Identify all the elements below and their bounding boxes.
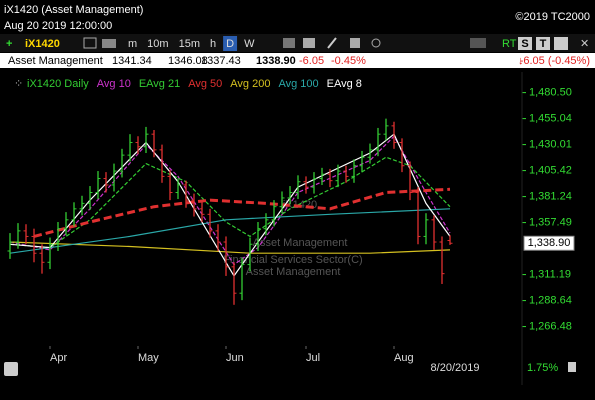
x-tick-label: Apr: [50, 352, 67, 364]
s-button-bg[interactable]: [518, 37, 532, 50]
grid-step: 1.75%: [527, 362, 558, 374]
quote-name: Asset Management: [8, 55, 103, 67]
y-tick-label: 1,430.01: [529, 139, 572, 151]
table-icon[interactable]: [303, 38, 315, 48]
y-tick-label: 1,455.04: [529, 113, 572, 125]
interval-button[interactable]: 10m: [147, 38, 168, 50]
interval-button[interactable]: h: [210, 38, 216, 50]
y-tick-label: 1,311.19: [529, 268, 571, 280]
y-tick-label: 1,405.42: [529, 164, 572, 176]
t-button-bg[interactable]: [536, 37, 550, 50]
list-icon[interactable]: [83, 37, 97, 49]
y-tick-label: 1,266.48: [529, 320, 572, 332]
down-arrow: ↓: [518, 55, 524, 67]
close-button[interactable]: ✕: [580, 38, 589, 50]
legend-entry[interactable]: Avg 200: [230, 78, 270, 90]
interval-button[interactable]: W: [244, 38, 255, 50]
add-button[interactable]: +: [6, 38, 12, 50]
share-icon[interactable]: [371, 38, 381, 48]
sync-icon[interactable]: [4, 362, 18, 376]
menu-button[interactable]: [554, 37, 568, 50]
scale-button[interactable]: [568, 362, 576, 372]
t-button[interactable]: T: [540, 38, 547, 50]
pen-icon[interactable]: [327, 37, 337, 49]
y-tick-label: 1,381.24: [529, 191, 572, 203]
quote-right-change: -6.05 (-0.45%): [520, 55, 590, 67]
moving-average-line: [9, 208, 451, 254]
watermark-name: Asset Management: [253, 237, 348, 249]
quote-change-pct: -0.45%: [331, 55, 366, 67]
x-tick-label: Jun: [226, 352, 244, 364]
y-tick-label: 1,357.49: [529, 216, 572, 228]
print-icon[interactable]: [102, 39, 116, 48]
interval-selected: [223, 36, 238, 51]
quote-low: 1337.43: [201, 55, 241, 67]
copyright: ©2019 TC2000: [515, 11, 590, 23]
toolbar: [0, 34, 595, 52]
interval-button[interactable]: 15m: [179, 38, 200, 50]
y-tick-label: 1,480.50: [529, 87, 572, 99]
grid-icon[interactable]: [283, 38, 295, 48]
moving-average-line: [9, 133, 451, 278]
x-tick-label: Jul: [306, 352, 320, 364]
legend-entry[interactable]: Avg 10: [97, 78, 131, 90]
quote-high: 1346.08: [168, 55, 208, 67]
quote-bar: [0, 53, 595, 68]
note-icon[interactable]: [350, 38, 360, 48]
legend-entry[interactable]: Avg 50: [188, 78, 222, 90]
quote-change: -6.05: [299, 55, 324, 67]
last-price-box: [523, 235, 575, 251]
watermark-industry: Asset Management: [246, 266, 341, 278]
moving-average-line: [33, 187, 451, 238]
y-tick-label: 1,288.64: [529, 294, 572, 306]
datetime: Aug 20 2019 12:00:00: [4, 20, 112, 32]
legend-entry[interactable]: EAvg 8: [327, 78, 362, 90]
rt-button[interactable]: RT: [502, 38, 517, 50]
quote-close: 1338.90: [256, 55, 296, 67]
interval-button[interactable]: D: [226, 38, 234, 50]
symbol[interactable]: iX1420: [25, 38, 60, 50]
watermark-sector: Financial Services Sector(C): [223, 254, 362, 266]
x-tick-label: Aug: [394, 352, 414, 364]
zoom-icon[interactable]: [470, 38, 486, 48]
date-label: 8/20/2019: [431, 362, 480, 374]
window-title: iX1420 (Asset Management): [4, 4, 143, 16]
quote-open: 1341.34: [112, 55, 152, 67]
legend-entry[interactable]: Avg 100: [278, 78, 318, 90]
legend-entry[interactable]: iX1420 Daily: [27, 78, 89, 90]
legend-marker: ⁘: [14, 78, 23, 90]
s-button[interactable]: S: [521, 38, 528, 50]
legend-entry[interactable]: EAvg 21: [139, 78, 180, 90]
x-tick-label: May: [138, 352, 159, 364]
last-price-label: 1,338.90: [528, 237, 571, 249]
interval-button[interactable]: m: [128, 38, 137, 50]
